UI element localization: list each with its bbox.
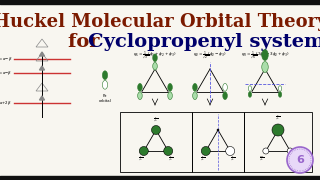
Ellipse shape bbox=[278, 92, 282, 97]
Polygon shape bbox=[39, 66, 44, 70]
Text: for: for bbox=[68, 33, 106, 51]
Circle shape bbox=[164, 147, 173, 156]
Ellipse shape bbox=[153, 62, 157, 70]
Text: $E_1=\alpha{+}2\beta$: $E_1=\alpha{+}2\beta$ bbox=[0, 99, 12, 107]
Text: $\frac{-1}{\sqrt{6}}$: $\frac{-1}{\sqrt{6}}$ bbox=[259, 154, 265, 163]
Ellipse shape bbox=[193, 84, 197, 91]
Ellipse shape bbox=[262, 62, 268, 73]
Bar bbox=[192, 112, 244, 172]
Text: $\frac{1}{\sqrt{2}}$: $\frac{1}{\sqrt{2}}$ bbox=[230, 154, 236, 163]
Polygon shape bbox=[39, 96, 44, 100]
Text: $\psi_1=\frac{1}{\sqrt{3}}(\phi_1+\phi_2+\phi_3)$: $\psi_1=\frac{1}{\sqrt{3}}(\phi_1+\phi_2… bbox=[133, 50, 177, 62]
Circle shape bbox=[139, 147, 148, 156]
Bar bbox=[120, 112, 192, 172]
Circle shape bbox=[263, 148, 269, 154]
Circle shape bbox=[217, 129, 219, 131]
Circle shape bbox=[226, 147, 235, 156]
Ellipse shape bbox=[168, 92, 172, 100]
Text: $\frac{-1}{\sqrt{6}}$: $\frac{-1}{\sqrt{6}}$ bbox=[291, 154, 297, 163]
Ellipse shape bbox=[153, 54, 157, 62]
Circle shape bbox=[201, 147, 210, 156]
Ellipse shape bbox=[102, 71, 108, 80]
Ellipse shape bbox=[223, 92, 227, 100]
Ellipse shape bbox=[168, 84, 172, 91]
Circle shape bbox=[272, 124, 284, 136]
Bar bbox=[244, 112, 312, 172]
Text: $\frac{1}{\sqrt{3}}$: $\frac{1}{\sqrt{3}}$ bbox=[138, 154, 144, 163]
Text: $\frac{2}{\sqrt{6}}$: $\frac{2}{\sqrt{6}}$ bbox=[275, 113, 281, 122]
Ellipse shape bbox=[278, 86, 282, 91]
Text: $\frac{1}{\sqrt{3}}$: $\frac{1}{\sqrt{3}}$ bbox=[168, 154, 174, 163]
Text: $\psi_3=\frac{1}{\sqrt{6}}(2\phi_1-3\phi_2+\phi_3)$: $\psi_3=\frac{1}{\sqrt{6}}(2\phi_1-3\phi… bbox=[241, 50, 289, 62]
Text: $\frac{1}{\sqrt{2}}$: $\frac{1}{\sqrt{2}}$ bbox=[200, 154, 206, 163]
Circle shape bbox=[287, 148, 293, 154]
Ellipse shape bbox=[223, 84, 227, 91]
Ellipse shape bbox=[138, 84, 142, 91]
Ellipse shape bbox=[193, 92, 197, 100]
Text: $E_3,E_2=\alpha{-}\beta$: $E_3,E_2=\alpha{-}\beta$ bbox=[0, 55, 12, 63]
Polygon shape bbox=[39, 52, 44, 56]
Ellipse shape bbox=[102, 80, 108, 89]
Text: Cyclopropenyl system: Cyclopropenyl system bbox=[88, 33, 320, 51]
Ellipse shape bbox=[248, 86, 252, 91]
Ellipse shape bbox=[138, 92, 142, 100]
Circle shape bbox=[151, 125, 161, 134]
Ellipse shape bbox=[262, 50, 268, 60]
Ellipse shape bbox=[248, 92, 252, 97]
Text: $\psi_2=\frac{1}{\sqrt{2}}(\phi_2-\phi_3)$: $\psi_2=\frac{1}{\sqrt{2}}(\phi_2-\phi_3… bbox=[193, 50, 227, 62]
Text: $E_2=\alpha{-}\beta$: $E_2=\alpha{-}\beta$ bbox=[0, 69, 12, 77]
Text: Pz
orbital: Pz orbital bbox=[99, 94, 111, 103]
Circle shape bbox=[287, 147, 313, 173]
Text: $\frac{1}{\sqrt{3}}$: $\frac{1}{\sqrt{3}}$ bbox=[153, 115, 159, 124]
Text: Huckel Molecular Orbital Theory: Huckel Molecular Orbital Theory bbox=[0, 13, 320, 31]
Text: 6: 6 bbox=[296, 155, 304, 165]
